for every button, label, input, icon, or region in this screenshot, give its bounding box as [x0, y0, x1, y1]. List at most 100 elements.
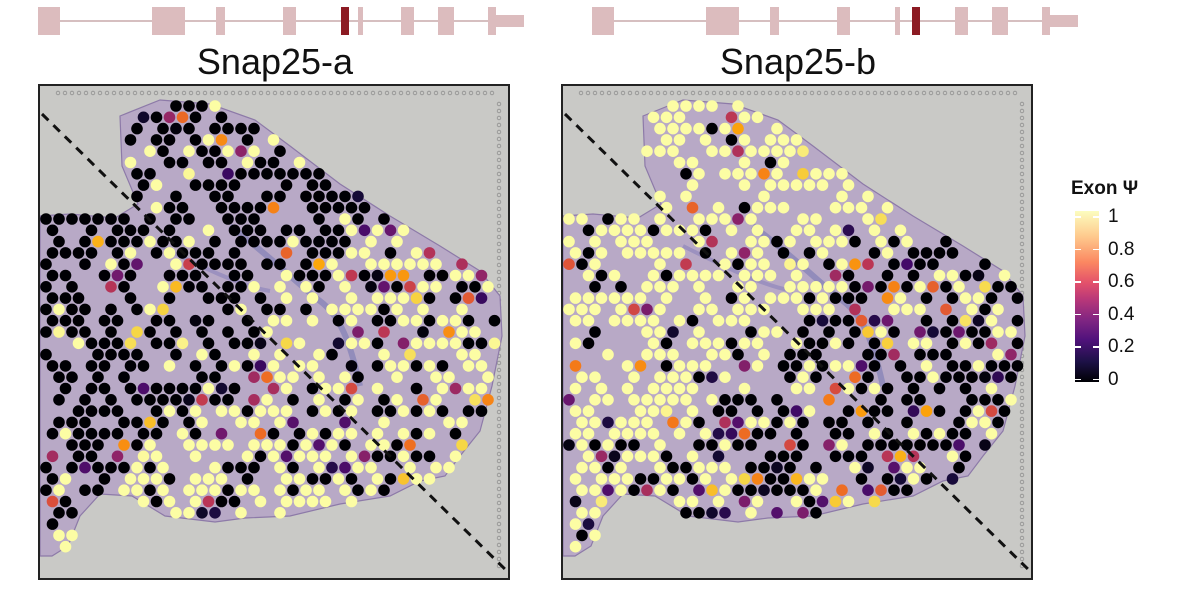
- spot: [582, 450, 595, 463]
- spot: [732, 258, 744, 270]
- spot: [725, 224, 738, 237]
- spot: [228, 495, 241, 508]
- spot: [449, 337, 462, 350]
- spot: [829, 360, 842, 372]
- spot: [371, 360, 384, 372]
- spot: [150, 450, 163, 463]
- spot: [777, 201, 790, 214]
- spot: [131, 461, 143, 474]
- spot: [582, 518, 595, 530]
- spot: [849, 461, 861, 474]
- spot: [881, 337, 894, 350]
- spot: [150, 247, 163, 259]
- spot: [693, 100, 705, 112]
- spot: [953, 371, 965, 384]
- exon: [438, 7, 454, 35]
- spot: [196, 371, 208, 384]
- spot: [751, 495, 764, 508]
- spot: [706, 145, 718, 157]
- spot: [163, 201, 176, 214]
- spot: [79, 235, 91, 248]
- spot: [72, 337, 85, 350]
- spot: [131, 484, 143, 497]
- spot: [358, 247, 371, 259]
- spot: [881, 247, 894, 259]
- spot: [105, 461, 117, 474]
- spot: [712, 337, 725, 350]
- spot: [46, 495, 59, 508]
- spot: [391, 439, 403, 451]
- spot: [693, 168, 705, 180]
- spot: [46, 292, 59, 304]
- spot: [150, 179, 163, 191]
- spot: [59, 540, 72, 553]
- spot: [300, 258, 312, 270]
- spot: [706, 303, 718, 316]
- spot: [693, 326, 705, 338]
- spot: [920, 405, 933, 417]
- spot: [745, 145, 757, 157]
- spot: [326, 439, 338, 451]
- spot: [378, 213, 390, 225]
- spot: [300, 168, 312, 180]
- spot: [267, 201, 280, 214]
- spot: [972, 314, 985, 327]
- spot: [719, 213, 731, 225]
- exon: [955, 7, 968, 35]
- spot: [966, 394, 978, 406]
- spot: [436, 360, 449, 372]
- spot: [660, 360, 673, 372]
- spot: [647, 224, 660, 237]
- spot: [105, 235, 117, 248]
- spot: [176, 427, 189, 440]
- spot: [758, 235, 770, 248]
- spot: [563, 394, 575, 406]
- spot: [144, 484, 156, 497]
- spot: [680, 371, 692, 384]
- spot: [725, 427, 738, 440]
- spot: [816, 314, 829, 327]
- spot: [829, 427, 842, 440]
- spot: [306, 495, 319, 508]
- spot: [907, 473, 920, 485]
- spot: [972, 269, 985, 282]
- spot: [215, 111, 228, 124]
- spot: [261, 235, 273, 248]
- spot: [790, 360, 803, 372]
- spot: [248, 122, 260, 135]
- spot: [589, 484, 601, 497]
- spot: [79, 258, 91, 270]
- spot: [595, 450, 608, 463]
- spot: [660, 292, 673, 304]
- spot: [953, 326, 965, 338]
- spot: [829, 314, 842, 327]
- spot: [157, 484, 169, 497]
- spot: [595, 473, 608, 485]
- spot: [823, 303, 835, 316]
- spot: [215, 201, 228, 214]
- spot: [410, 314, 423, 327]
- spot: [196, 281, 208, 293]
- spot: [615, 416, 627, 429]
- spot: [306, 360, 319, 372]
- spot: [241, 450, 254, 463]
- legend-tick: [1075, 313, 1081, 315]
- spot: [719, 258, 731, 270]
- spot: [686, 473, 699, 485]
- spot: [881, 269, 894, 282]
- spot: [693, 484, 705, 497]
- spot: [371, 405, 384, 417]
- spot: [436, 337, 449, 350]
- spot: [131, 122, 143, 135]
- spot: [621, 224, 634, 237]
- spot: [79, 484, 91, 497]
- spot: [803, 473, 816, 485]
- spot: [810, 303, 822, 316]
- spot: [595, 292, 608, 304]
- spot: [582, 337, 595, 350]
- spot: [927, 348, 939, 361]
- spot: [118, 213, 130, 225]
- spot: [59, 495, 72, 508]
- spot: [777, 134, 790, 146]
- spot: [647, 314, 660, 327]
